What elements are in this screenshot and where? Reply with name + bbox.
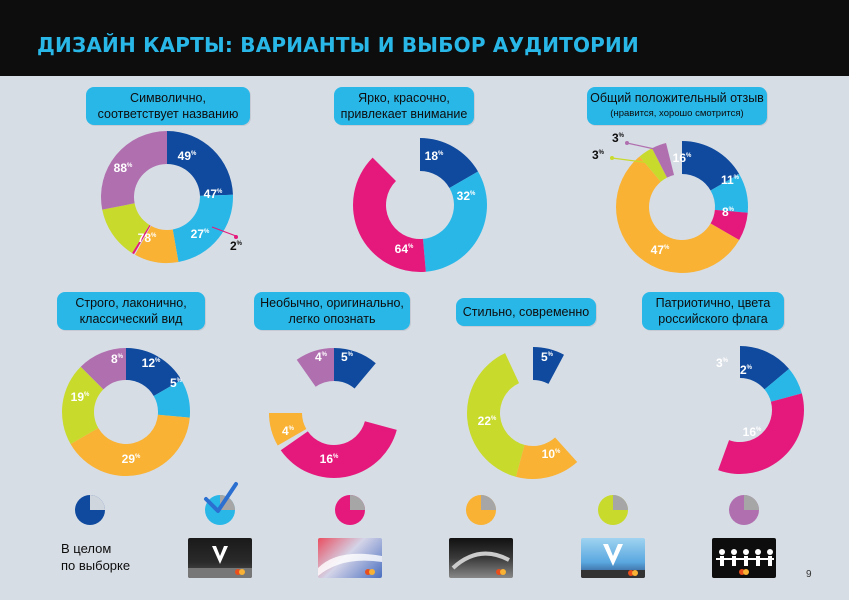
label-line: Ярко, красочно,	[358, 91, 450, 105]
leader-line	[211, 226, 237, 237]
donut-segment-light-blue	[764, 368, 802, 402]
donut-segment-dark-blue	[682, 141, 740, 191]
donut-segment-dark-blue	[533, 347, 564, 384]
label-line: привлекает внимание	[340, 107, 468, 121]
legend	[75, 482, 759, 525]
leader-line	[626, 142, 660, 151]
card-image-sky	[581, 538, 645, 578]
label-line: классический вид	[79, 312, 183, 326]
label-line: легко опознать	[288, 312, 376, 326]
header-bar: ДИЗАЙН КАРТЫ: ВАРИАНТЫ И ВЫБОР АУДИТОРИИ	[0, 0, 849, 76]
donut-segment-pink	[352, 157, 426, 272]
donut-segment-orange	[135, 225, 179, 263]
legend-caption: В целом по выборке	[61, 540, 130, 574]
donut-chart-7: 3%2%16%	[716, 346, 804, 474]
donut-segment-pink	[710, 209, 748, 240]
leader-dot	[234, 235, 238, 239]
check-icon	[204, 482, 238, 513]
leader-dot	[610, 156, 614, 160]
page-title: ДИЗАЙН КАРТЫ: ВАРИАНТЫ И ВЫБОР АУДИТОРИИ	[37, 33, 639, 57]
legend-marker-remainder	[744, 495, 759, 510]
donut-segment-purple	[80, 348, 126, 390]
card-image-flag	[318, 538, 382, 578]
label-subtext: (нравится, хорошо смотрится)	[610, 108, 744, 119]
donut-segment-lime	[61, 366, 104, 444]
donut-chart-6: 5%10%22%	[467, 347, 578, 479]
legend-marker-remainder	[613, 495, 628, 510]
donut-segment-orange	[269, 413, 307, 446]
donut-segment-orange	[515, 437, 578, 479]
donut-segment-pink	[280, 421, 397, 478]
label-unusual: Необычно, оригинально, легко опознать	[254, 292, 410, 330]
label-line: Общий положительный отзыв	[590, 91, 764, 105]
donut-segment-purple	[296, 348, 334, 387]
donut-segment-light-blue	[172, 194, 233, 262]
data-label: 2%	[230, 239, 243, 253]
donut-chart-1: 49%47%27%78%88%	[101, 131, 233, 263]
donut-segment-light-blue	[153, 380, 190, 418]
legend-marker-remainder	[90, 495, 105, 510]
legend-marker-remainder	[350, 495, 365, 510]
label-line: Необычно, оригинально,	[260, 296, 404, 310]
label-bright: Ярко, красочно, привлекает внимание	[334, 87, 474, 125]
card-image-dark	[449, 538, 513, 578]
donut-segment-lime	[639, 148, 668, 182]
donut-segment-orange	[70, 414, 190, 476]
label-line: Символично,	[130, 91, 206, 105]
label-line: Строго, лаконично,	[75, 296, 187, 310]
legend-marker-remainder	[220, 495, 235, 510]
donut-segment-dark-blue	[334, 348, 376, 389]
label-strict: Строго, лаконично, классический вид	[57, 292, 205, 330]
donut-segment-purple	[652, 142, 675, 178]
donut-chart-4: 12%5%29%19%8%	[61, 348, 190, 476]
data-label: 3%	[612, 131, 625, 145]
legend-marker-remainder	[481, 495, 496, 510]
donut-segment-light-blue	[422, 171, 487, 272]
donut-segment-lime	[102, 203, 150, 253]
donut-chart-5: 5%16%4%4%	[269, 348, 397, 478]
donut-segment-pink	[132, 224, 151, 255]
donut-segment-orange	[616, 156, 740, 274]
donut-segment-dark-blue	[126, 348, 182, 396]
label-line: Патриотично, цвета	[655, 296, 771, 310]
donut-segment-pink	[718, 393, 804, 474]
page-number: 9	[806, 569, 812, 580]
donut-segment-purple	[101, 131, 167, 210]
donut-segment-dark-blue	[740, 346, 790, 390]
donut-segment-lime	[467, 353, 525, 477]
label-stylish: Стильно, современно	[456, 298, 596, 326]
donut-segment-dark-blue	[420, 138, 479, 188]
leader-line	[611, 157, 651, 164]
data-label: 3%	[716, 356, 729, 370]
label-symbolic: Символично, соответствует названию	[86, 87, 250, 125]
donut-segment-light-blue	[710, 174, 748, 213]
data-label: 3%	[592, 148, 605, 162]
donut-chart-3: 16%11%8%47%	[616, 141, 748, 274]
card-image-people	[712, 538, 776, 578]
donut-chart-2: 18%32%64%	[352, 138, 487, 272]
label-line: Стильно, современно	[462, 305, 590, 319]
label-line: российского флага	[658, 312, 768, 326]
caption-line: В целом	[61, 541, 112, 556]
label-patriotic: Патриотично, цвета российского флага	[642, 292, 784, 330]
label-line: соответствует названию	[97, 107, 239, 121]
card-image-black	[188, 538, 252, 578]
label-positive: Общий положительный отзыв (нравится, хор…	[587, 87, 767, 125]
caption-line: по выборке	[61, 558, 131, 573]
leader-dot	[625, 141, 629, 145]
donut-segment-dark-blue	[167, 131, 233, 196]
